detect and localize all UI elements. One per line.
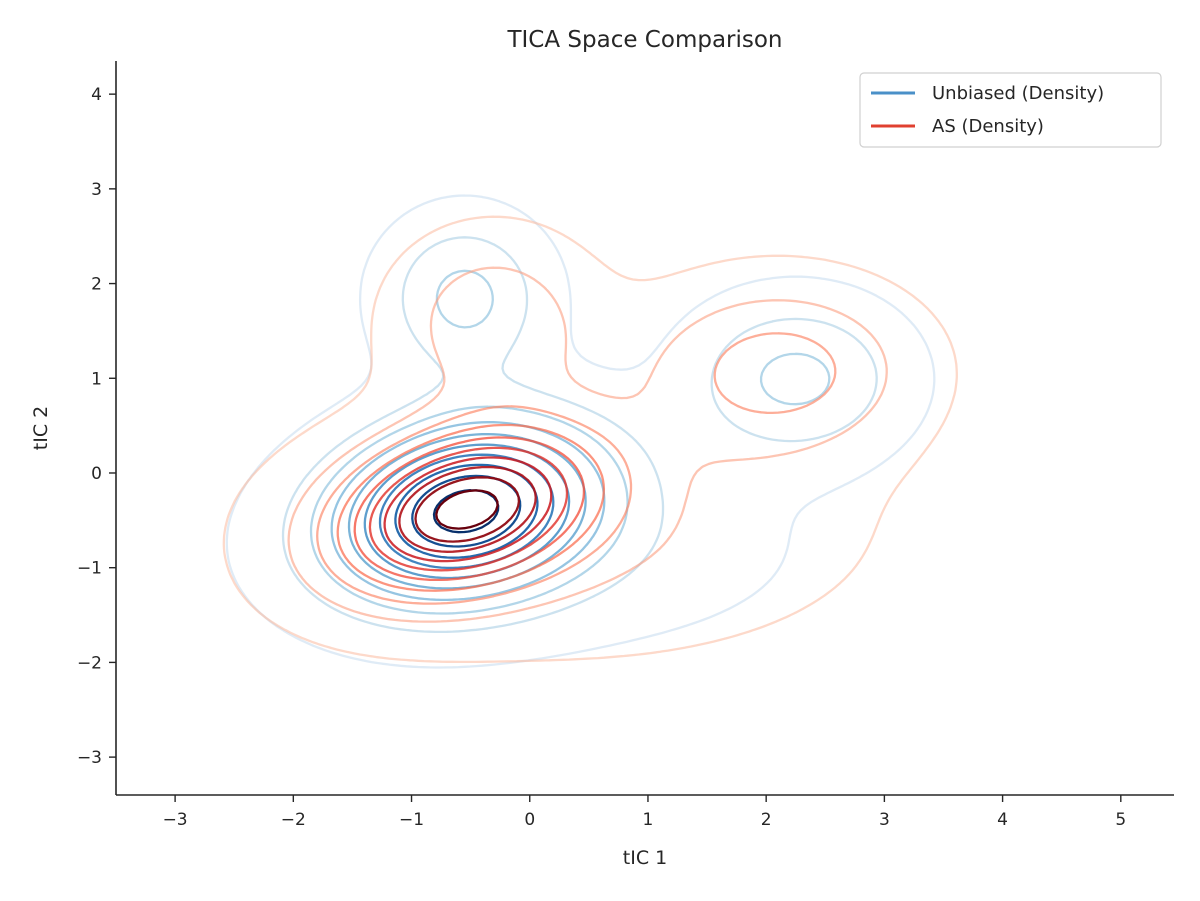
x-tick-label: 3 [879,810,890,830]
x-tick-label: 0 [524,810,535,830]
legend-box [859,72,1162,148]
y-tick-label: −2 [77,653,102,673]
as-contour-level-3 [316,332,837,605]
x-tick-label: −1 [399,810,424,830]
y-ticks: −3 −2 −1 0 1 2 3 4 [77,85,116,768]
axes [115,61,1174,796]
x-tick-label: 1 [643,810,654,830]
x-tick-label: 5 [1115,810,1126,830]
x-tick-label: 2 [761,810,772,830]
unbiased-contour-level-5 [347,432,587,590]
y-tick-label: 3 [91,180,102,200]
as-contour-level-9 [414,476,521,543]
as-contour-level-10 [435,489,499,530]
y-tick-label: 2 [91,275,102,295]
as-contour-level-8 [398,465,537,553]
x-tick-label: 4 [997,810,1008,830]
unbiased-contour-level-3 [309,269,831,615]
y-tick-label: −3 [77,748,102,768]
as-contour-level-2 [287,266,888,623]
as-contour-level-6 [368,446,569,572]
contour-area [222,194,958,669]
x-tick-label: −2 [281,810,306,830]
y-tick-label: 4 [91,85,102,105]
x-ticks: −3 −2 −1 0 1 2 3 4 5 [163,795,1126,830]
as-contour-level-5 [353,436,586,582]
legend-label-unbiased: Unbiased (Density) [932,83,1104,104]
y-axis-label: tIC 2 [30,406,52,450]
y-tick-label: 1 [91,369,102,389]
y-tick-label: 0 [91,464,102,484]
y-tick-label: −1 [77,559,102,579]
x-axis-label: tIC 1 [623,847,667,869]
chart-title: TICA Space Comparison [506,27,782,53]
as-contour-level-4 [336,423,606,592]
as-contour-level-1 [222,215,958,664]
legend: Unbiased (Density) AS (Density) [859,72,1162,148]
legend-label-as: AS (Density) [932,116,1044,137]
as-contour-level-7 [383,456,553,563]
unbiased-contour-level-2 [281,236,878,634]
x-tick-label: −3 [163,810,188,830]
